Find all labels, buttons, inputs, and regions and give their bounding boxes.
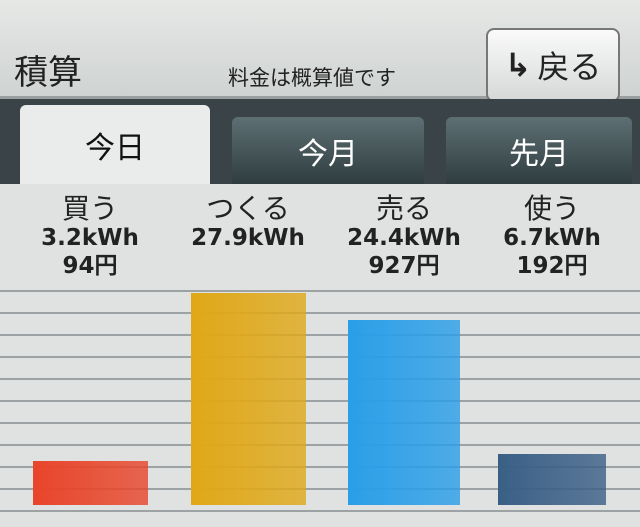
gridline	[0, 334, 640, 336]
bar-label-2: 売る 24.4kWh 927円	[329, 194, 479, 280]
bar-label-1: つくる 27.9kWh	[173, 194, 323, 252]
period-tabs: 今日 今月 先月	[0, 99, 640, 184]
category-label: 使う	[523, 192, 580, 225]
bar-1	[190, 293, 306, 505]
tab-today[interactable]: 今日	[20, 105, 210, 184]
tab-label: 先月	[509, 136, 569, 172]
tab-this-month[interactable]: 今月	[232, 117, 424, 184]
gridline	[0, 466, 640, 468]
back-label: 戻る	[537, 48, 602, 86]
gridline	[0, 510, 640, 512]
tab-label: 今日	[85, 130, 145, 166]
category-label: つくる	[206, 192, 290, 225]
gridline	[0, 378, 640, 380]
gridline	[0, 312, 640, 314]
bar-0	[32, 461, 148, 505]
category-label: 買う	[61, 192, 118, 225]
gridline	[0, 290, 640, 292]
value-label: 94円	[62, 253, 118, 279]
tab-last-month[interactable]: 先月	[446, 117, 632, 184]
bar-label-0: 買う 3.2kWh 94円	[15, 194, 165, 280]
energy-chart: 買う 3.2kWh 94円 つくる 27.9kWh 売る 24.4kWh 927円 使う 6.7k…	[0, 184, 640, 527]
gridline	[0, 422, 640, 424]
estimate-note: 料金は概算値です	[228, 66, 396, 90]
gridline	[0, 400, 640, 402]
tab-label: 今月	[298, 136, 358, 172]
header: 積算 料金は概算値です ↳ 戻る	[0, 0, 640, 102]
value-label: 24.4kWh	[347, 225, 461, 251]
page-title: 積算	[14, 53, 82, 93]
category-label: 売る	[375, 192, 432, 225]
bar-3	[498, 454, 606, 505]
value-label: 27.9kWh	[191, 225, 305, 251]
gridline	[0, 356, 640, 358]
value-label: 6.7kWh	[503, 225, 601, 251]
bar-label-3: 使う 6.7kWh 192円	[477, 194, 627, 280]
value-label: 927円	[368, 253, 440, 279]
value-label: 3.2kWh	[41, 225, 139, 251]
bar-2	[348, 319, 460, 505]
gridline	[0, 444, 640, 446]
back-button[interactable]: ↳ 戻る	[486, 28, 620, 102]
gridline	[0, 488, 640, 490]
return-arrow-icon: ↳	[504, 46, 532, 84]
value-label: 192円	[516, 253, 588, 279]
